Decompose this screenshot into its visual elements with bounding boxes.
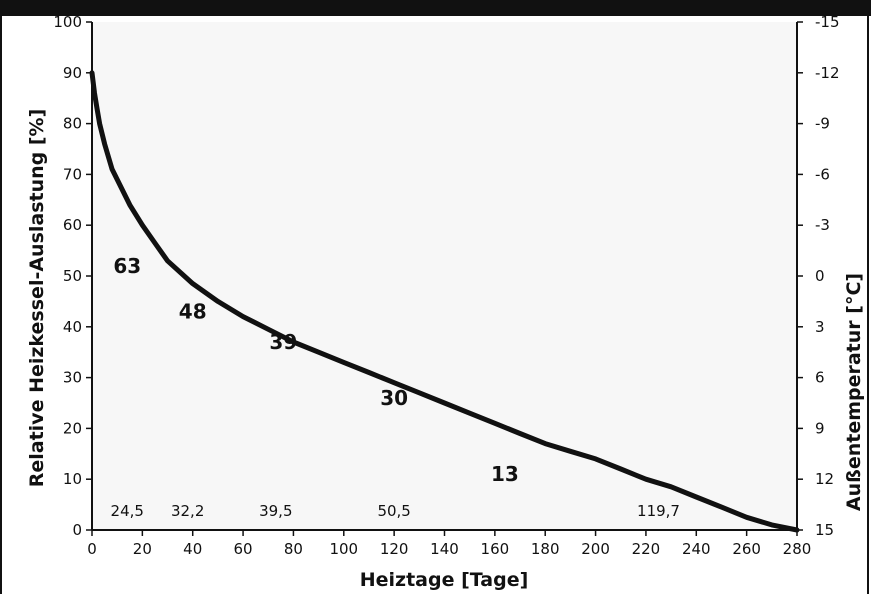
bottom-value-label: 39,5 (259, 502, 292, 520)
curve-annotation: 30 (380, 386, 408, 410)
y2-tick-label: 3 (815, 318, 825, 336)
bottom-value-label: 50,5 (377, 502, 410, 520)
x-tick-label: 140 (430, 540, 459, 558)
x-tick-label: 100 (329, 540, 358, 558)
y-tick-label: 80 (63, 115, 82, 133)
y2-tick-label: 0 (815, 267, 825, 285)
x-tick-label: 60 (234, 540, 253, 558)
x-tick-label: 280 (783, 540, 812, 558)
y-tick-label: 40 (63, 318, 82, 336)
y-tick-label: 90 (63, 64, 82, 82)
top-bar (0, 0, 871, 16)
y2-tick-label: -15 (815, 13, 840, 31)
x-tick-label: 220 (632, 540, 661, 558)
y2-tick-label: 12 (815, 470, 834, 488)
x-tick-label: 200 (581, 540, 610, 558)
x-tick-label: 240 (682, 540, 711, 558)
bottom-value-label: 24,5 (111, 502, 144, 520)
y-tick-label: 10 (63, 470, 82, 488)
bottom-value-label: 119,7 (637, 502, 680, 520)
y2-tick-label: -6 (815, 165, 830, 183)
y-tick-label: 30 (63, 369, 82, 387)
curve-annotation: 39 (269, 330, 297, 354)
x-tick-label: 120 (380, 540, 409, 558)
y-tick-label: 100 (53, 13, 82, 31)
y-tick-label: 20 (63, 419, 82, 437)
x-axis-title: Heiztage [Tage] (360, 569, 529, 591)
curve-annotation: 63 (113, 254, 141, 278)
plot-area (92, 22, 797, 530)
chart-frame (0, 14, 869, 594)
y-tick-label: 50 (63, 267, 82, 285)
y-tick-label: 70 (63, 165, 82, 183)
x-tick-label: 40 (183, 540, 202, 558)
x-tick-label: 260 (732, 540, 761, 558)
y2-axis-title: Außentemperatur [°C] (843, 273, 865, 511)
y-tick-label: 60 (63, 216, 82, 234)
y2-tick-label: -9 (815, 115, 830, 133)
series-line (89, 70, 800, 533)
x-tick-label: 0 (87, 540, 97, 558)
y2-tick-label: -3 (815, 216, 830, 234)
y2-tick-label: 6 (815, 369, 825, 387)
x-tick-label: 20 (133, 540, 152, 558)
x-tick-label: 80 (284, 540, 303, 558)
x-tick-label: 180 (531, 540, 560, 558)
bottom-value-label: 32,2 (171, 502, 204, 520)
curve-annotation: 13 (491, 462, 519, 486)
x-tick-label: 160 (481, 540, 510, 558)
y2-tick-label: 9 (815, 419, 825, 437)
y-tick-label: 0 (72, 521, 82, 539)
curve-annotation: 48 (179, 300, 207, 324)
y2-tick-label: 15 (815, 521, 834, 539)
y-axis-title: Relative Heizkessel-Auslastung [%] (26, 109, 48, 488)
y2-tick-label: -12 (815, 64, 840, 82)
